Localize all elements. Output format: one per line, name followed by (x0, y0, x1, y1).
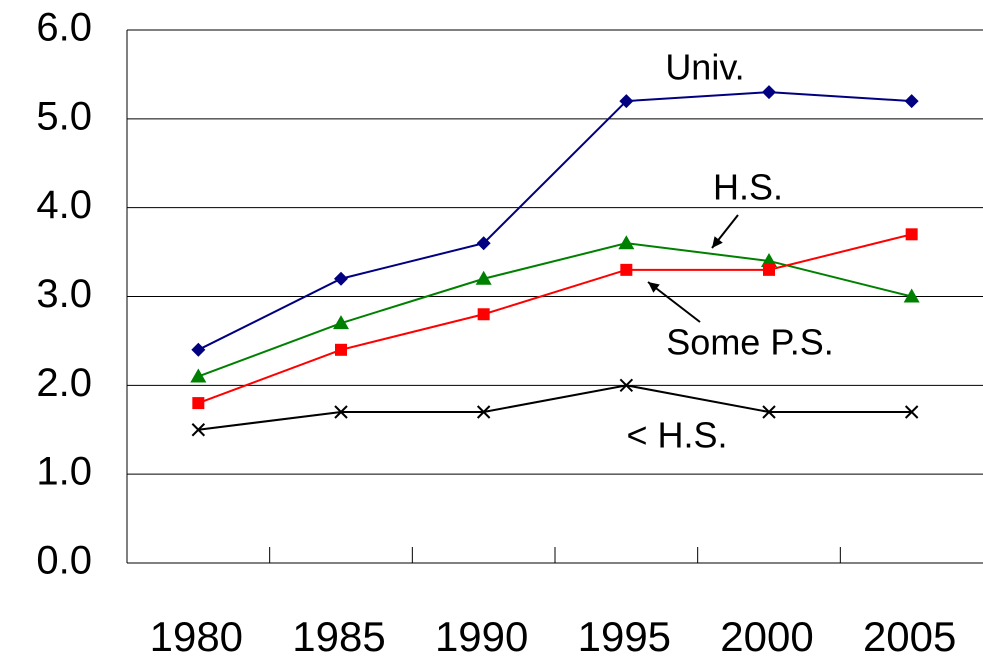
x-tick-label: 1980 (150, 613, 243, 660)
x-tick-label: 1995 (578, 613, 671, 660)
x-tick-label: 1985 (292, 613, 385, 660)
series-label: H.S. (713, 167, 783, 208)
point (476, 236, 491, 251)
point (475, 270, 492, 285)
y-tick-label: 2.0 (36, 361, 92, 405)
y-tick-label: 1.0 (36, 450, 92, 494)
y-tick-label: 4.0 (36, 183, 92, 227)
series-line (197, 242, 912, 378)
x-tick-label: 1990 (435, 613, 528, 660)
point (904, 94, 919, 109)
arrow-head (648, 282, 660, 293)
point (335, 343, 347, 356)
point (903, 288, 920, 303)
y-tick-label: 6.0 (36, 6, 92, 50)
point (192, 397, 205, 410)
series-label: Univ. (665, 47, 744, 88)
point (763, 263, 775, 276)
arrow (647, 281, 701, 323)
x-tick-label: 2005 (863, 613, 956, 660)
point (618, 235, 635, 250)
point (762, 85, 776, 100)
series-line (197, 233, 912, 405)
y-tick-label: 5.0 (36, 94, 92, 138)
point (476, 405, 491, 419)
point (191, 342, 206, 357)
point (333, 315, 349, 330)
arrow-head (712, 236, 723, 248)
y-tick-label: 0.0 (36, 539, 92, 583)
series-line (197, 91, 912, 351)
point (761, 252, 777, 267)
point (905, 228, 918, 241)
point (620, 263, 633, 276)
y-tick-label: 3.0 (36, 272, 92, 316)
point (904, 405, 919, 419)
point (190, 368, 207, 383)
series-label: < H.S. (626, 415, 727, 456)
point (477, 308, 490, 321)
series-line (198, 384, 912, 431)
point (334, 405, 348, 419)
series-label: Some P.S. (666, 322, 833, 363)
point (191, 423, 206, 437)
point (619, 378, 634, 393)
x-tick-label: 2000 (720, 613, 813, 660)
point (334, 271, 348, 286)
point (619, 94, 634, 109)
point (762, 405, 776, 419)
